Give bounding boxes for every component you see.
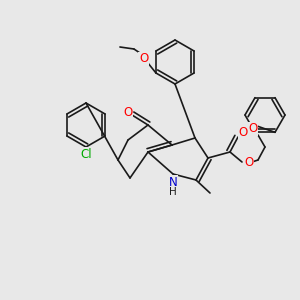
Text: O: O	[123, 106, 133, 118]
Text: O: O	[238, 127, 247, 140]
Text: O: O	[139, 52, 148, 65]
Text: O: O	[244, 155, 253, 169]
Text: O: O	[248, 122, 258, 136]
Text: Cl: Cl	[80, 148, 92, 160]
Text: H: H	[169, 187, 177, 197]
Text: N: N	[169, 176, 177, 188]
